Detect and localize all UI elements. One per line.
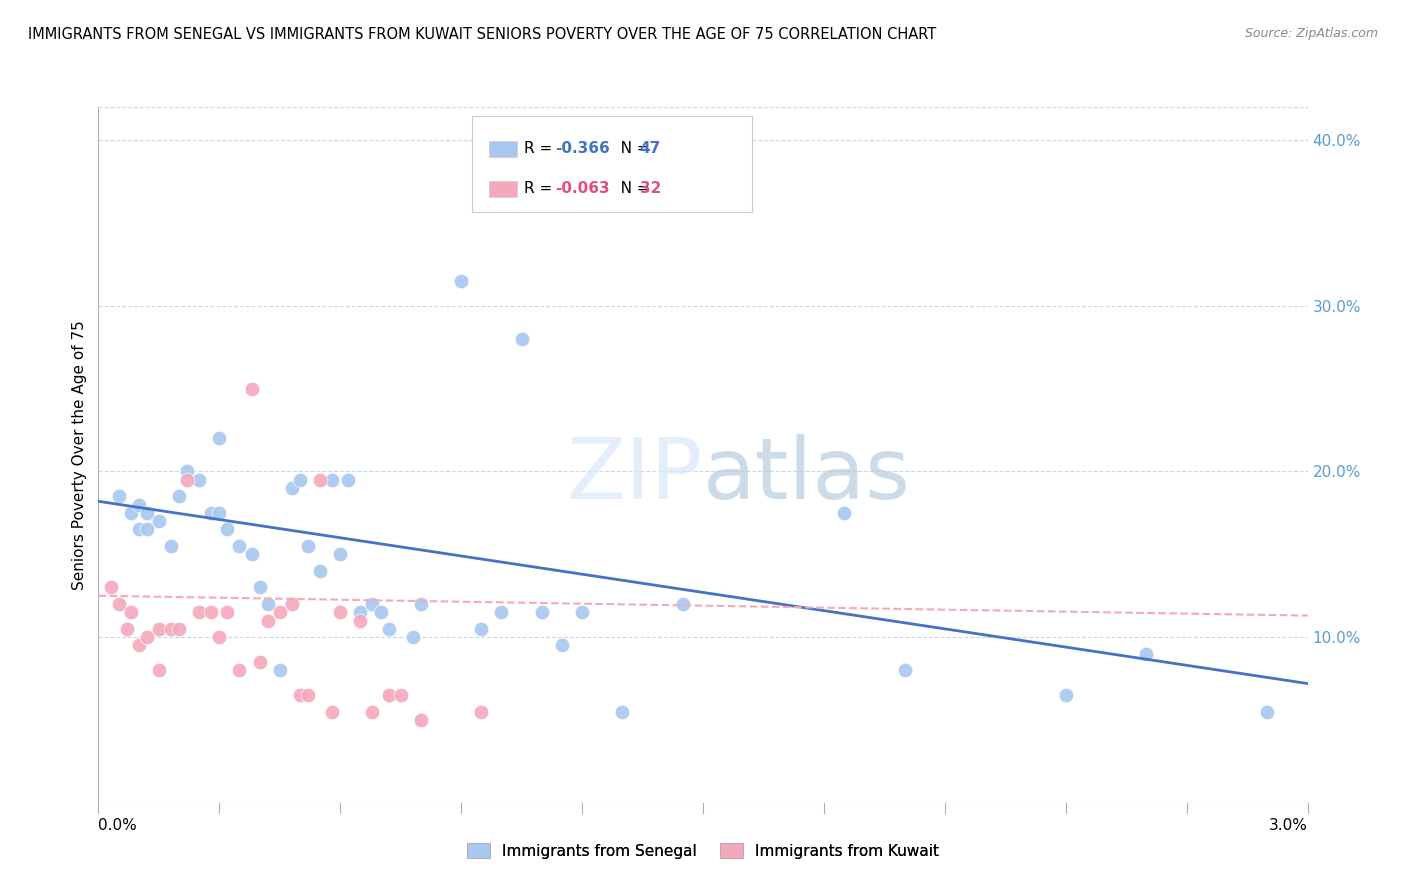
Point <box>329 605 352 619</box>
Point <box>288 473 311 487</box>
Point <box>893 663 915 677</box>
Text: ZIP: ZIP <box>567 434 703 517</box>
Point <box>361 597 384 611</box>
Point <box>281 597 304 611</box>
Point <box>240 382 263 396</box>
Point <box>1135 647 1157 661</box>
Point <box>349 614 371 628</box>
Point <box>160 622 183 636</box>
Point <box>115 622 138 636</box>
Point <box>128 498 150 512</box>
Text: -0.063: -0.063 <box>555 181 610 196</box>
Point <box>188 605 211 619</box>
Point <box>377 688 399 702</box>
Point <box>107 489 129 503</box>
Point <box>1054 688 1077 702</box>
Point <box>361 705 384 719</box>
Point <box>176 473 198 487</box>
Point <box>297 539 319 553</box>
Point <box>832 506 855 520</box>
Point <box>217 523 239 537</box>
Point <box>120 506 142 520</box>
Point <box>281 481 304 495</box>
Text: R =: R = <box>524 141 557 156</box>
Point <box>256 597 278 611</box>
Point <box>135 523 157 537</box>
Point <box>135 506 157 520</box>
Point <box>409 713 432 727</box>
Point <box>337 473 360 487</box>
Point <box>269 663 291 677</box>
Point <box>377 622 399 636</box>
Point <box>188 473 211 487</box>
Point <box>176 465 198 479</box>
Y-axis label: Seniors Poverty Over the Age of 75: Seniors Poverty Over the Age of 75 <box>72 320 87 590</box>
Point <box>470 705 492 719</box>
Point <box>309 564 332 578</box>
Point <box>148 663 170 677</box>
Point <box>208 630 231 644</box>
Text: atlas: atlas <box>703 434 911 517</box>
Point <box>530 605 553 619</box>
Point <box>249 581 271 595</box>
Text: -0.366: -0.366 <box>555 141 610 156</box>
Point <box>249 655 271 669</box>
Point <box>571 605 593 619</box>
Point <box>1256 705 1278 719</box>
Text: R =: R = <box>524 181 557 196</box>
Point <box>256 614 278 628</box>
Point <box>208 506 231 520</box>
Point <box>389 688 412 702</box>
Point <box>349 605 371 619</box>
Text: N =: N = <box>606 181 654 196</box>
Point <box>100 581 122 595</box>
Point <box>240 547 263 561</box>
Point <box>672 597 695 611</box>
Point <box>148 514 170 528</box>
Point <box>450 274 472 288</box>
Point <box>297 688 319 702</box>
Point <box>409 597 432 611</box>
Point <box>288 688 311 702</box>
Text: Source: ZipAtlas.com: Source: ZipAtlas.com <box>1244 27 1378 40</box>
Point <box>135 630 157 644</box>
Point <box>228 663 250 677</box>
Point <box>208 431 231 445</box>
Point <box>167 489 190 503</box>
Point <box>217 605 239 619</box>
Point <box>551 639 574 653</box>
Point <box>510 332 533 346</box>
Legend: Immigrants from Senegal, Immigrants from Kuwait: Immigrants from Senegal, Immigrants from… <box>461 837 945 864</box>
Point <box>491 605 513 619</box>
Point <box>470 622 492 636</box>
Point <box>402 630 425 644</box>
Text: 47: 47 <box>640 141 661 156</box>
Point <box>200 605 222 619</box>
Point <box>167 622 190 636</box>
Text: IMMIGRANTS FROM SENEGAL VS IMMIGRANTS FROM KUWAIT SENIORS POVERTY OVER THE AGE O: IMMIGRANTS FROM SENEGAL VS IMMIGRANTS FR… <box>28 27 936 42</box>
Point <box>128 639 150 653</box>
Point <box>370 605 392 619</box>
Point <box>228 539 250 553</box>
Point <box>269 605 291 619</box>
Point <box>120 605 142 619</box>
Point <box>107 597 129 611</box>
Text: 3.0%: 3.0% <box>1268 818 1308 833</box>
Text: 32: 32 <box>640 181 661 196</box>
Point <box>128 523 150 537</box>
Point <box>612 705 634 719</box>
Point <box>200 506 222 520</box>
Point <box>321 705 343 719</box>
Point <box>329 547 352 561</box>
Text: N =: N = <box>606 141 654 156</box>
Point <box>160 539 183 553</box>
Point <box>148 622 170 636</box>
Point <box>309 473 332 487</box>
Point <box>321 473 343 487</box>
Text: 0.0%: 0.0% <box>98 818 138 833</box>
